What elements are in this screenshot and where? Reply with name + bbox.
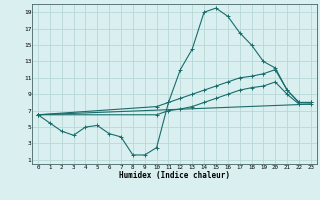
- X-axis label: Humidex (Indice chaleur): Humidex (Indice chaleur): [119, 171, 230, 180]
